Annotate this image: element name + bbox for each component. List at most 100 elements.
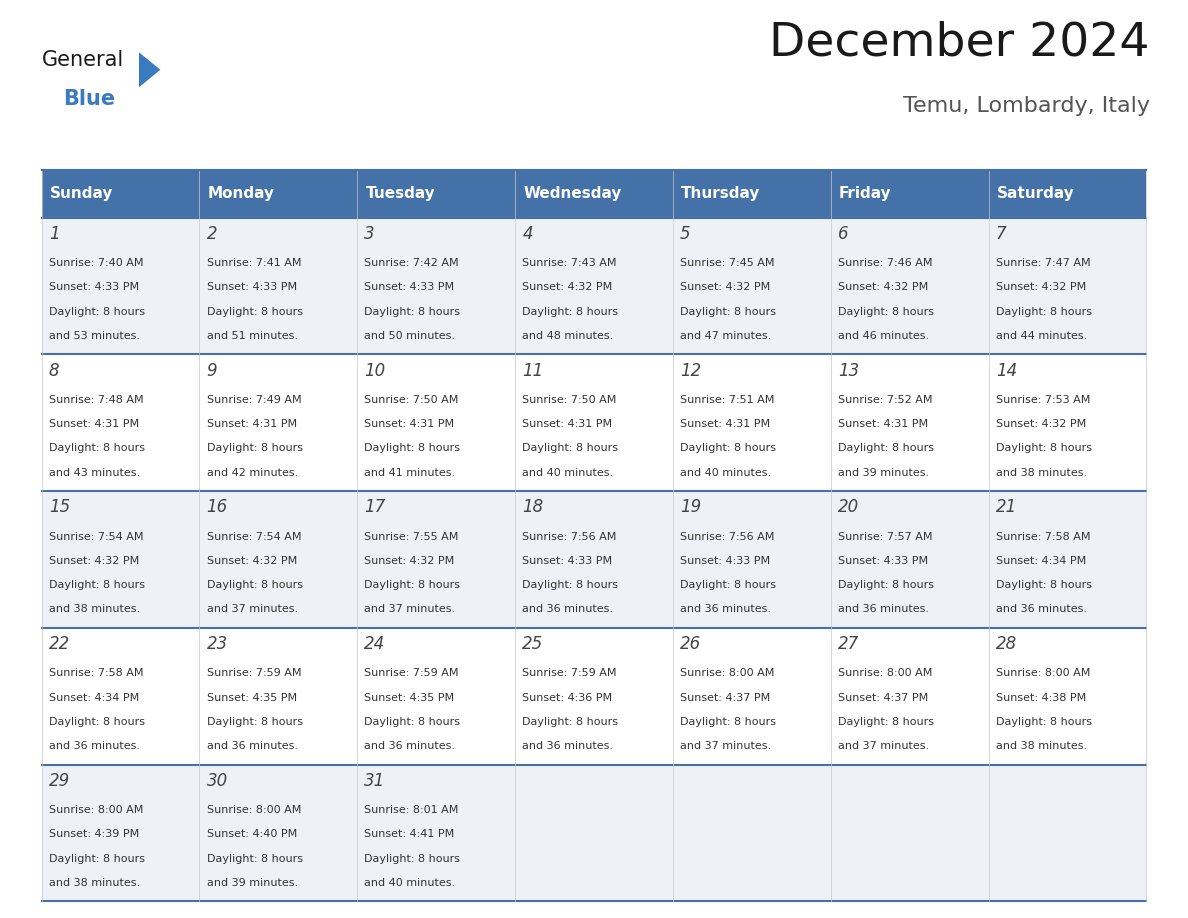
Text: December 2024: December 2024	[770, 20, 1150, 65]
Text: Daylight: 8 hours: Daylight: 8 hours	[49, 854, 145, 864]
Text: Daylight: 8 hours: Daylight: 8 hours	[838, 443, 934, 453]
Text: Sunset: 4:33 PM: Sunset: 4:33 PM	[838, 555, 928, 565]
Text: Temu, Lombardy, Italy: Temu, Lombardy, Italy	[903, 96, 1150, 117]
Text: Daylight: 8 hours: Daylight: 8 hours	[838, 580, 934, 590]
Bar	[988, 170, 1146, 218]
Text: and 36 minutes.: and 36 minutes.	[207, 741, 297, 751]
Text: 22: 22	[49, 635, 70, 654]
Text: Sunrise: 7:58 AM: Sunrise: 7:58 AM	[49, 668, 144, 678]
Text: and 36 minutes.: and 36 minutes.	[838, 604, 929, 614]
Text: and 36 minutes.: and 36 minutes.	[523, 604, 613, 614]
Text: Sunrise: 7:50 AM: Sunrise: 7:50 AM	[523, 395, 617, 405]
Text: 2: 2	[207, 225, 217, 243]
Text: and 38 minutes.: and 38 minutes.	[49, 878, 140, 888]
Text: and 36 minutes.: and 36 minutes.	[365, 741, 455, 751]
Text: 18: 18	[523, 498, 543, 517]
Text: 25: 25	[523, 635, 543, 654]
Text: Sunset: 4:32 PM: Sunset: 4:32 PM	[996, 282, 1086, 292]
Bar	[42, 628, 1146, 765]
Text: Sunrise: 8:01 AM: Sunrise: 8:01 AM	[365, 805, 459, 815]
Text: Sunset: 4:40 PM: Sunset: 4:40 PM	[207, 829, 297, 839]
Bar	[516, 170, 672, 218]
Text: Blue: Blue	[63, 89, 115, 109]
Text: Sunrise: 7:51 AM: Sunrise: 7:51 AM	[680, 395, 775, 405]
Text: Sunset: 4:33 PM: Sunset: 4:33 PM	[49, 282, 139, 292]
Text: Wednesday: Wednesday	[524, 186, 621, 201]
Text: Daylight: 8 hours: Daylight: 8 hours	[365, 443, 461, 453]
Text: and 37 minutes.: and 37 minutes.	[680, 741, 771, 751]
Text: and 37 minutes.: and 37 minutes.	[365, 604, 455, 614]
Text: Sunrise: 7:59 AM: Sunrise: 7:59 AM	[365, 668, 459, 678]
Text: Daylight: 8 hours: Daylight: 8 hours	[365, 580, 461, 590]
Text: Sunset: 4:39 PM: Sunset: 4:39 PM	[49, 829, 139, 839]
Bar	[358, 170, 516, 218]
Text: Sunset: 4:32 PM: Sunset: 4:32 PM	[49, 555, 139, 565]
Text: 11: 11	[523, 362, 543, 380]
Text: Sunset: 4:37 PM: Sunset: 4:37 PM	[838, 692, 928, 702]
Text: 3: 3	[365, 225, 375, 243]
Text: Sunset: 4:34 PM: Sunset: 4:34 PM	[49, 692, 139, 702]
Text: Sunset: 4:38 PM: Sunset: 4:38 PM	[996, 692, 1086, 702]
Text: Daylight: 8 hours: Daylight: 8 hours	[523, 580, 618, 590]
Text: 28: 28	[996, 635, 1017, 654]
Text: Daylight: 8 hours: Daylight: 8 hours	[207, 580, 303, 590]
Text: Daylight: 8 hours: Daylight: 8 hours	[838, 307, 934, 317]
Text: 9: 9	[207, 362, 217, 380]
Text: and 38 minutes.: and 38 minutes.	[996, 467, 1087, 477]
Text: Sunset: 4:41 PM: Sunset: 4:41 PM	[365, 829, 455, 839]
Text: 8: 8	[49, 362, 59, 380]
Text: and 39 minutes.: and 39 minutes.	[207, 878, 298, 888]
Text: Sunset: 4:35 PM: Sunset: 4:35 PM	[365, 692, 455, 702]
Text: Daylight: 8 hours: Daylight: 8 hours	[49, 580, 145, 590]
Text: 6: 6	[838, 225, 848, 243]
Text: 10: 10	[365, 362, 386, 380]
Text: Daylight: 8 hours: Daylight: 8 hours	[523, 443, 618, 453]
Text: Sunset: 4:34 PM: Sunset: 4:34 PM	[996, 555, 1086, 565]
Bar	[200, 170, 358, 218]
Text: Sunset: 4:32 PM: Sunset: 4:32 PM	[523, 282, 613, 292]
Text: and 38 minutes.: and 38 minutes.	[49, 604, 140, 614]
Text: Daylight: 8 hours: Daylight: 8 hours	[838, 717, 934, 727]
Text: Sunset: 4:37 PM: Sunset: 4:37 PM	[680, 692, 770, 702]
Text: and 51 minutes.: and 51 minutes.	[207, 330, 297, 341]
Text: and 42 minutes.: and 42 minutes.	[207, 467, 298, 477]
Text: Daylight: 8 hours: Daylight: 8 hours	[680, 443, 776, 453]
Text: Sunset: 4:31 PM: Sunset: 4:31 PM	[49, 419, 139, 429]
Text: 4: 4	[523, 225, 533, 243]
Text: Sunrise: 7:47 AM: Sunrise: 7:47 AM	[996, 258, 1091, 268]
Text: Daylight: 8 hours: Daylight: 8 hours	[680, 717, 776, 727]
Text: 14: 14	[996, 362, 1017, 380]
Text: Sunrise: 7:40 AM: Sunrise: 7:40 AM	[49, 258, 144, 268]
Text: and 36 minutes.: and 36 minutes.	[523, 741, 613, 751]
Text: 16: 16	[207, 498, 228, 517]
Text: 13: 13	[838, 362, 859, 380]
Text: 20: 20	[838, 498, 859, 517]
Text: Daylight: 8 hours: Daylight: 8 hours	[996, 580, 1092, 590]
Text: Sunset: 4:33 PM: Sunset: 4:33 PM	[207, 282, 297, 292]
Text: Sunset: 4:32 PM: Sunset: 4:32 PM	[996, 419, 1086, 429]
Bar	[42, 491, 1146, 628]
Text: Sunset: 4:33 PM: Sunset: 4:33 PM	[523, 555, 612, 565]
Text: and 43 minutes.: and 43 minutes.	[49, 467, 140, 477]
Text: Daylight: 8 hours: Daylight: 8 hours	[365, 307, 461, 317]
Text: 26: 26	[680, 635, 701, 654]
Text: 7: 7	[996, 225, 1006, 243]
Text: 24: 24	[365, 635, 386, 654]
Text: and 50 minutes.: and 50 minutes.	[365, 330, 455, 341]
Text: and 46 minutes.: and 46 minutes.	[838, 330, 929, 341]
Text: 27: 27	[838, 635, 859, 654]
Bar	[42, 170, 200, 218]
Text: Sunrise: 8:00 AM: Sunrise: 8:00 AM	[680, 668, 775, 678]
Text: Daylight: 8 hours: Daylight: 8 hours	[49, 717, 145, 727]
Text: and 40 minutes.: and 40 minutes.	[680, 467, 771, 477]
Text: Tuesday: Tuesday	[366, 186, 435, 201]
Text: and 44 minutes.: and 44 minutes.	[996, 330, 1087, 341]
Text: 1: 1	[49, 225, 59, 243]
Bar	[672, 170, 830, 218]
Text: Daylight: 8 hours: Daylight: 8 hours	[49, 443, 145, 453]
Text: and 39 minutes.: and 39 minutes.	[838, 467, 929, 477]
Text: Sunrise: 7:52 AM: Sunrise: 7:52 AM	[838, 395, 933, 405]
Text: and 37 minutes.: and 37 minutes.	[838, 741, 929, 751]
Text: Sunrise: 7:54 AM: Sunrise: 7:54 AM	[49, 532, 144, 542]
Text: and 36 minutes.: and 36 minutes.	[680, 604, 771, 614]
